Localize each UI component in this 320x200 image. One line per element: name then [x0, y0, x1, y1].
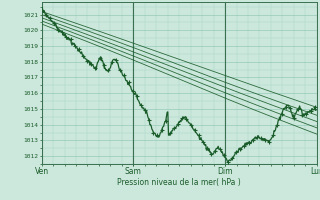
X-axis label: Pression niveau de la mer( hPa ): Pression niveau de la mer( hPa ) [117, 178, 241, 187]
